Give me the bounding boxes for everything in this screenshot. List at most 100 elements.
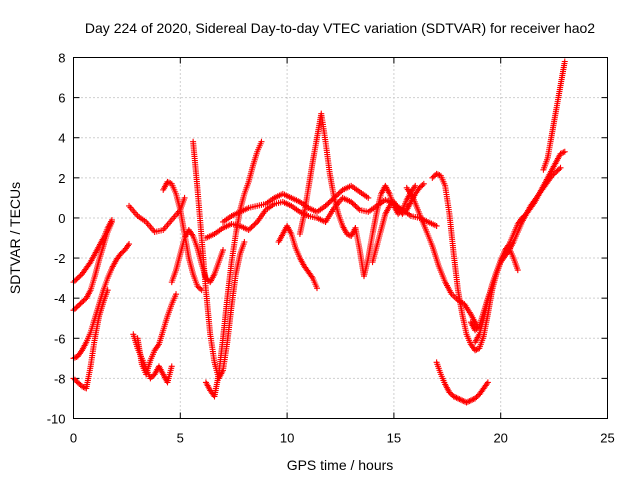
series-arc-23 <box>540 58 568 173</box>
series-arc-4 <box>70 287 111 392</box>
series-arc-14 <box>275 222 321 292</box>
data-point <box>400 209 407 216</box>
data-point <box>467 397 474 404</box>
data-point <box>456 396 463 403</box>
data-point <box>338 188 345 195</box>
y-tick-label: 0 <box>58 211 65 226</box>
x-tick-label: 15 <box>387 431 401 446</box>
data-point <box>514 267 521 274</box>
data-point <box>168 363 175 370</box>
series-arc-22 <box>472 164 564 346</box>
y-tick-label: -4 <box>54 291 66 306</box>
series-arc-18 <box>403 184 481 330</box>
data-point <box>117 251 124 258</box>
data-point <box>164 178 171 185</box>
series-arc-6 <box>134 291 180 378</box>
data-point <box>412 182 419 189</box>
data-point <box>457 396 464 403</box>
data-point <box>446 389 453 396</box>
data-point <box>76 273 83 280</box>
data-point <box>472 347 479 354</box>
data-point <box>325 200 332 207</box>
data-point <box>469 396 476 403</box>
x-tick-label: 25 <box>600 431 614 446</box>
data-point <box>472 395 479 402</box>
data-point <box>194 283 201 290</box>
data-point <box>466 398 473 405</box>
data-point <box>333 192 340 199</box>
data-point <box>351 201 358 208</box>
data-point <box>248 224 255 231</box>
data-point <box>108 218 115 225</box>
series-arc-2 <box>70 218 115 314</box>
data-point <box>258 138 265 145</box>
data-point <box>453 394 460 401</box>
data-point <box>557 150 564 157</box>
data-point <box>454 395 461 402</box>
data-point <box>220 247 227 254</box>
data-point <box>355 205 362 212</box>
data-point <box>353 204 360 211</box>
data-point <box>435 171 442 178</box>
data-point <box>460 398 467 405</box>
y-tick-label: 2 <box>58 171 65 186</box>
series-arc-13 <box>220 182 372 225</box>
data-point <box>74 379 81 386</box>
data-point <box>417 183 424 190</box>
data-point <box>73 304 80 311</box>
data-point <box>473 394 480 401</box>
series-arc-20 <box>433 359 491 406</box>
data-point <box>554 167 561 174</box>
data-point <box>553 168 560 175</box>
data-point <box>323 201 330 208</box>
data-point <box>74 275 81 282</box>
data-point <box>148 374 155 381</box>
data-point <box>420 180 427 187</box>
data-point <box>80 297 87 304</box>
data-point <box>251 221 258 228</box>
data-point <box>551 170 558 177</box>
data-point <box>556 166 563 173</box>
data-point <box>352 202 359 209</box>
data-point <box>561 148 568 155</box>
grid-lines <box>73 57 608 419</box>
data-point <box>416 184 423 191</box>
data-point <box>463 399 470 406</box>
data-point <box>80 384 87 391</box>
data-point <box>459 397 466 404</box>
plot-frame <box>73 57 608 419</box>
data-point <box>430 173 437 180</box>
data-point <box>473 325 480 332</box>
data-point <box>314 285 321 292</box>
data-point <box>202 275 209 282</box>
series-arc-21 <box>467 148 568 334</box>
x-axis-label: GPS time / hours <box>287 457 394 473</box>
data-point <box>386 202 393 209</box>
y-tick-label: -8 <box>54 371 66 386</box>
data-point <box>328 197 335 204</box>
data-point <box>433 222 440 229</box>
data-point <box>197 285 204 292</box>
data-point <box>472 327 479 334</box>
data-marks <box>70 58 568 406</box>
series-arc-10 <box>190 138 248 382</box>
data-point <box>245 226 252 233</box>
y-tick-label: -2 <box>54 251 66 266</box>
data-point <box>558 150 565 157</box>
data-point <box>76 301 83 308</box>
series-arc-12 <box>202 194 440 241</box>
y-tick-label: 4 <box>58 131 65 146</box>
x-tick-label: 0 <box>70 431 77 446</box>
x-tick-label: 10 <box>280 431 294 446</box>
data-point <box>433 170 440 177</box>
data-point <box>181 194 188 201</box>
data-point <box>322 202 329 209</box>
data-point <box>77 300 84 307</box>
chart-title: Day 224 of 2020, Sidereal Day-to-day VTE… <box>85 20 595 36</box>
data-point <box>73 276 80 283</box>
series-arc-3 <box>70 241 133 362</box>
data-point <box>548 172 555 179</box>
data-point <box>104 287 111 294</box>
data-point <box>450 393 457 400</box>
data-point <box>147 375 154 382</box>
